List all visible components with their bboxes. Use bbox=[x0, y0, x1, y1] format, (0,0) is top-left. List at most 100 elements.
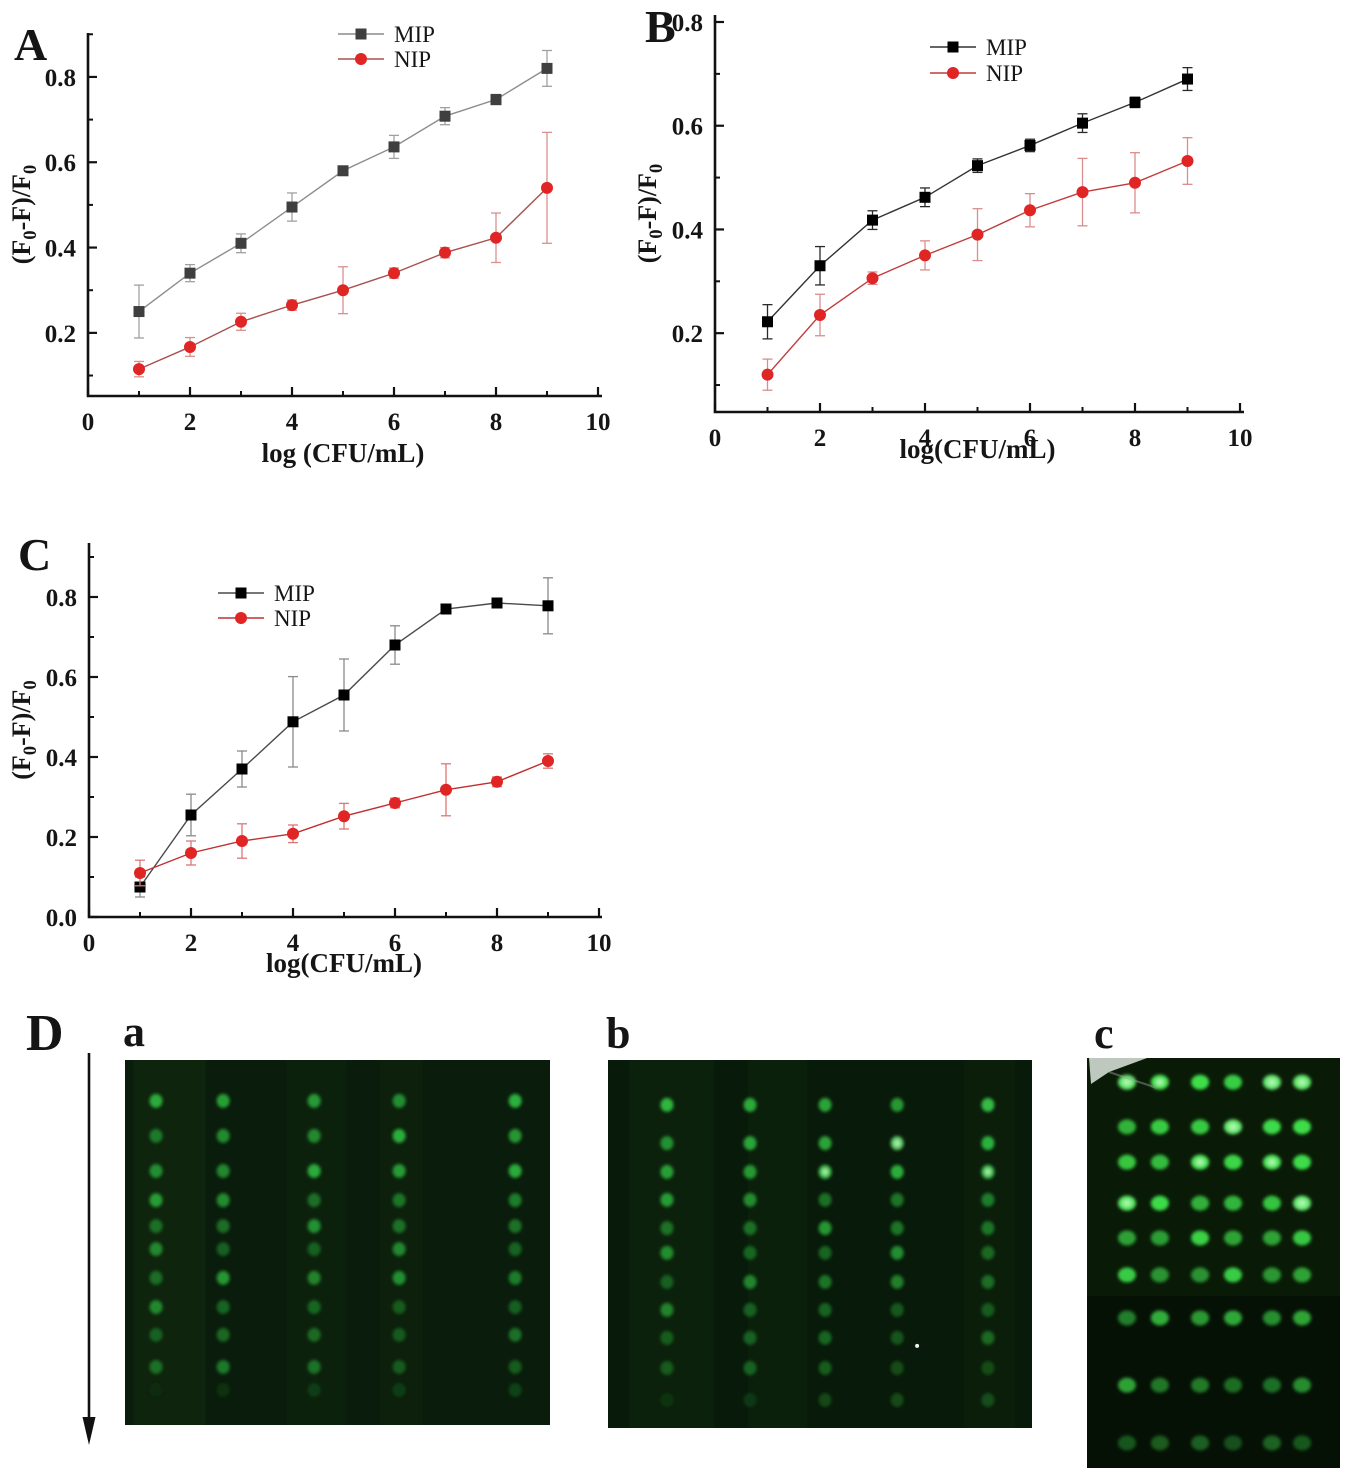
image-background bbox=[125, 1060, 550, 1425]
x-tick-label: 8 bbox=[491, 930, 504, 957]
y-tick-label: 0.6 bbox=[45, 150, 76, 177]
marker-circle bbox=[236, 835, 248, 847]
x-tick-label: 4 bbox=[286, 409, 299, 436]
image-label-a: a bbox=[123, 1007, 145, 1056]
legend-label: MIP bbox=[986, 35, 1027, 60]
chart-panel-a: 0 2 4 6 8 10 0.2 0.4 0.6 0.8 log (CFU/mL) (F0-F)/F0… bbox=[7, 22, 611, 468]
marker-circle bbox=[440, 783, 452, 796]
y-tick-label: 0.8 bbox=[672, 10, 703, 37]
marker-square bbox=[762, 316, 773, 328]
x-tick-label: 0 bbox=[83, 930, 96, 957]
marker-circle bbox=[541, 181, 553, 194]
marker-square bbox=[972, 160, 983, 172]
marker-circle bbox=[439, 246, 451, 259]
y-axis-title: (F0-F)/F0 bbox=[7, 165, 41, 265]
marker-circle bbox=[133, 363, 145, 376]
x-tick-label: 0 bbox=[82, 409, 95, 436]
marker-circle bbox=[971, 228, 984, 241]
axes bbox=[87, 543, 602, 919]
legend-label: MIP bbox=[274, 581, 315, 606]
legend-item-mip: MIP bbox=[930, 35, 1027, 60]
legend-label: NIP bbox=[986, 61, 1023, 86]
marker-square bbox=[814, 260, 826, 272]
white-speck bbox=[915, 1343, 920, 1348]
x-tick-label: 4 bbox=[287, 930, 300, 957]
marker-circle bbox=[286, 299, 298, 312]
marker-square bbox=[389, 639, 401, 651]
marker-circle bbox=[184, 340, 196, 353]
marker-circle bbox=[1076, 186, 1089, 199]
x-axis-title: log(CFU/mL) bbox=[900, 434, 1056, 464]
marker-square bbox=[235, 237, 247, 249]
marker-square bbox=[1077, 117, 1088, 129]
spot-grid bbox=[660, 1097, 995, 1408]
x-tick-label: 2 bbox=[185, 930, 198, 957]
legend-item-nip: NIP bbox=[930, 61, 1023, 86]
marker-square bbox=[337, 165, 349, 177]
y-tick-label: 0.6 bbox=[46, 665, 77, 692]
marker-circle bbox=[185, 847, 197, 859]
spot-grid bbox=[149, 1093, 522, 1397]
marker-circle bbox=[134, 867, 146, 879]
chart-panel-c: 0 2 4 6 8 10 0.0 0.2 0.4 0.6 0.8 log(CFU/mL) (F0-F)/… bbox=[7, 543, 612, 978]
panel-label-b-chart: B bbox=[645, 1, 676, 52]
marker-square bbox=[542, 600, 554, 612]
x-tick-label: 0 bbox=[709, 425, 722, 452]
legend-label: MIP bbox=[394, 22, 435, 47]
marker-square bbox=[184, 267, 196, 279]
y-tick-label: 0.4 bbox=[672, 217, 704, 244]
marker-circle bbox=[866, 272, 879, 285]
x-tick-label: 8 bbox=[1129, 425, 1142, 452]
microarray-image-a bbox=[125, 1060, 550, 1425]
axes bbox=[86, 33, 602, 398]
series-mip bbox=[762, 66, 1193, 340]
x-tick-label: 2 bbox=[184, 409, 197, 436]
series-mip bbox=[133, 49, 553, 339]
legend-item-mip: MIP bbox=[338, 22, 435, 47]
x-tick-label: 10 bbox=[586, 409, 611, 436]
marker-square bbox=[440, 603, 452, 615]
marker-circle bbox=[337, 284, 349, 297]
marker-square bbox=[1182, 73, 1193, 85]
marker-square bbox=[491, 597, 503, 609]
marker-square bbox=[1129, 96, 1141, 108]
marker-circle bbox=[919, 249, 931, 262]
legend-item-nip: NIP bbox=[338, 47, 431, 72]
legend-item-mip: MIP bbox=[218, 581, 315, 606]
fold-streak bbox=[1089, 1058, 1147, 1084]
y-tick-label: 0.6 bbox=[672, 114, 703, 141]
marker-circle bbox=[287, 827, 299, 840]
y-axis-title: (F0-F)/F0 bbox=[633, 164, 667, 264]
image-label-c: c bbox=[1094, 1009, 1114, 1058]
marker-circle bbox=[389, 797, 401, 809]
marker-square bbox=[439, 110, 451, 122]
marker-square bbox=[236, 763, 248, 775]
x-tick-label: 10 bbox=[1228, 425, 1253, 452]
x-tick-label: 6 bbox=[389, 930, 402, 957]
series-mip bbox=[134, 577, 554, 898]
marker-circle bbox=[814, 309, 826, 322]
panel-label-c-chart: C bbox=[18, 529, 52, 580]
marker-square bbox=[133, 306, 145, 318]
y-tick-label: 0.8 bbox=[46, 585, 77, 612]
legend-label: NIP bbox=[274, 606, 311, 631]
down-arrow-icon bbox=[82, 1053, 96, 1445]
y-tick-label: 0.2 bbox=[672, 321, 703, 348]
marker-circle bbox=[490, 231, 502, 244]
series-nip bbox=[134, 753, 554, 887]
chart-panel-b: 0 2 4 6 8 10 0.2 0.4 0.6 0.8 log(CFU/mL) (F0-F)/F0 M… bbox=[633, 10, 1253, 464]
image-label-b: b bbox=[606, 1009, 631, 1058]
y-tick-label: 0.0 bbox=[46, 905, 77, 932]
marker-square bbox=[388, 141, 400, 153]
marker-square bbox=[185, 809, 197, 821]
series-nip bbox=[761, 137, 1194, 391]
marker-circle bbox=[338, 810, 350, 823]
legend-label: NIP bbox=[394, 47, 431, 72]
microarray-image-b bbox=[608, 1060, 1032, 1428]
marker-square bbox=[919, 191, 931, 203]
marker-square bbox=[134, 881, 146, 893]
marker-circle bbox=[1129, 176, 1141, 189]
x-tick-label: 6 bbox=[388, 409, 401, 436]
marker-circle bbox=[761, 368, 774, 381]
